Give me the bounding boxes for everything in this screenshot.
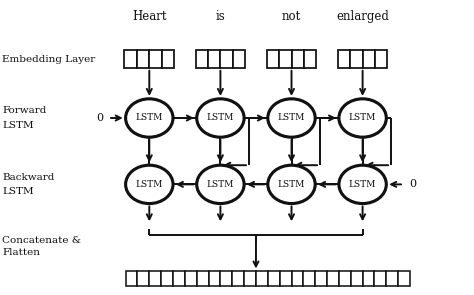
Bar bbox=[256, 271, 268, 286]
Text: LSTM: LSTM bbox=[2, 121, 34, 130]
Bar bbox=[220, 50, 233, 68]
Bar bbox=[279, 50, 292, 68]
Bar bbox=[233, 50, 246, 68]
Bar bbox=[124, 50, 137, 68]
Text: 0: 0 bbox=[96, 113, 103, 123]
Text: is: is bbox=[216, 10, 225, 23]
Bar bbox=[161, 271, 173, 286]
Bar bbox=[304, 50, 316, 68]
Bar bbox=[209, 271, 220, 286]
Text: LSTM: LSTM bbox=[207, 180, 234, 189]
Text: LSTM: LSTM bbox=[278, 114, 305, 122]
Text: LSTM: LSTM bbox=[349, 180, 376, 189]
Bar bbox=[137, 271, 149, 286]
Bar bbox=[126, 271, 137, 286]
Text: enlarged: enlarged bbox=[336, 10, 389, 23]
Bar bbox=[327, 271, 339, 286]
Text: Concatenate &: Concatenate & bbox=[2, 236, 82, 245]
Text: LSTM: LSTM bbox=[207, 114, 234, 122]
Bar bbox=[149, 50, 162, 68]
Bar bbox=[337, 50, 350, 68]
Ellipse shape bbox=[268, 165, 315, 204]
Bar bbox=[315, 271, 327, 286]
Bar bbox=[292, 271, 303, 286]
Text: Heart: Heart bbox=[132, 10, 166, 23]
Bar bbox=[350, 50, 363, 68]
Bar bbox=[292, 50, 304, 68]
Text: LSTM: LSTM bbox=[278, 180, 305, 189]
Bar bbox=[185, 271, 197, 286]
Bar bbox=[195, 50, 208, 68]
Text: LSTM: LSTM bbox=[2, 187, 34, 196]
Bar bbox=[149, 271, 161, 286]
Text: 0: 0 bbox=[409, 179, 416, 189]
Ellipse shape bbox=[339, 165, 386, 204]
Ellipse shape bbox=[126, 165, 173, 204]
Bar bbox=[375, 50, 387, 68]
Bar bbox=[266, 50, 279, 68]
Bar bbox=[363, 271, 374, 286]
Text: Flatten: Flatten bbox=[2, 248, 40, 257]
Bar bbox=[197, 271, 209, 286]
Text: LSTM: LSTM bbox=[136, 114, 163, 122]
Text: Forward: Forward bbox=[2, 106, 47, 115]
Bar bbox=[386, 271, 398, 286]
Bar bbox=[398, 271, 410, 286]
Bar bbox=[244, 271, 256, 286]
Bar bbox=[351, 271, 363, 286]
Text: not: not bbox=[282, 10, 301, 23]
Bar bbox=[339, 271, 351, 286]
Bar bbox=[232, 271, 244, 286]
Text: Backward: Backward bbox=[2, 173, 55, 181]
Bar bbox=[137, 50, 149, 68]
Bar bbox=[268, 271, 280, 286]
Bar bbox=[208, 50, 220, 68]
Bar bbox=[363, 50, 375, 68]
Bar bbox=[162, 50, 174, 68]
Text: Embedding Layer: Embedding Layer bbox=[2, 55, 96, 63]
Text: LSTM: LSTM bbox=[136, 180, 163, 189]
Bar bbox=[374, 271, 386, 286]
Ellipse shape bbox=[339, 99, 386, 137]
Text: LSTM: LSTM bbox=[349, 114, 376, 122]
Bar bbox=[220, 271, 232, 286]
Ellipse shape bbox=[197, 99, 244, 137]
Ellipse shape bbox=[197, 165, 244, 204]
Ellipse shape bbox=[126, 99, 173, 137]
Ellipse shape bbox=[268, 99, 315, 137]
Bar bbox=[280, 271, 292, 286]
Bar bbox=[173, 271, 185, 286]
Bar bbox=[303, 271, 315, 286]
